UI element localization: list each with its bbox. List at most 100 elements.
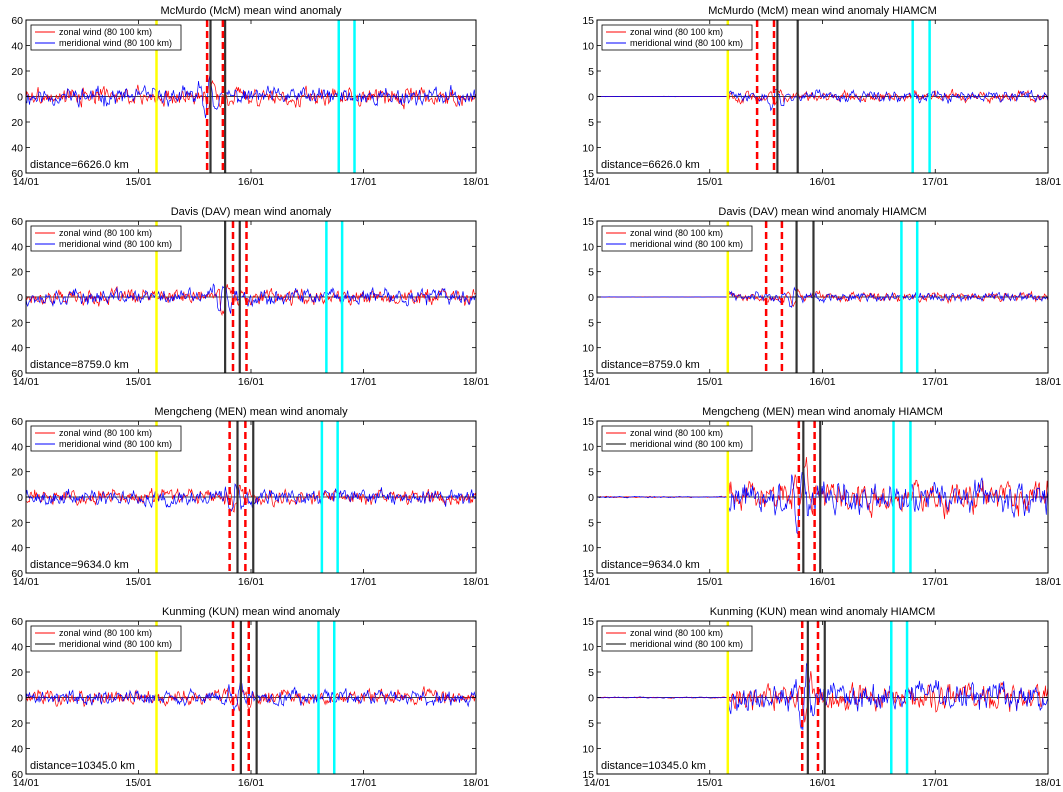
plot-area xyxy=(26,221,476,373)
y-tick-label: 40 xyxy=(11,343,23,355)
x-tick-label: 16/01 xyxy=(238,777,264,787)
panel-title: Davis (DAV) mean wind anomaly xyxy=(171,206,332,218)
legend-meridional-label: meridional wind (80 100 km) xyxy=(630,239,743,249)
y-tick-label: 5 xyxy=(588,267,594,279)
legend: zonal wind (80 100 km)meridional wind (8… xyxy=(30,425,182,452)
y-tick-label: 40 xyxy=(11,441,23,453)
distance-label: distance=9634.0 km xyxy=(30,559,129,571)
legend: zonal wind (80 100 km)meridional wind (8… xyxy=(30,625,182,652)
y-tick-label: 5 xyxy=(588,66,594,78)
legend-meridional-label: meridional wind (80 100 km) xyxy=(59,639,172,649)
panel-7: Kunming (KUN) mean wind anomaly HIAMCM 15… xyxy=(582,606,1061,789)
distance-label: distance=6626.0 km xyxy=(601,159,700,171)
y-tick-label: 15 xyxy=(582,15,594,27)
plot-area xyxy=(597,421,1048,573)
y-tick-label: 60 xyxy=(11,616,23,628)
panel-title: Kunming (KUN) mean wind anomaly xyxy=(162,606,340,618)
distance-label: distance=6626.0 km xyxy=(30,159,129,171)
legend-meridional-label: meridional wind (80 100 km) xyxy=(630,38,743,48)
y-tick-label: 5 xyxy=(588,667,594,679)
legend: zonal wind (80 100 km)meridional wind (8… xyxy=(601,625,753,652)
y-tick-label: 0 xyxy=(588,92,594,104)
panel-title: Davis (DAV) mean wind anomaly HIAMCM xyxy=(718,206,926,218)
legend-meridional-label: meridional wind (80 100 km) xyxy=(59,38,172,48)
x-tick-label: 14/01 xyxy=(13,576,39,588)
meridional-wind-series xyxy=(26,681,476,712)
legend-meridional-label: meridional wind (80 100 km) xyxy=(59,239,172,249)
legend-zonal-label: zonal wind (80 100 km) xyxy=(630,428,723,438)
panel-title: McMurdo (McM) mean wind anomaly HIAMCM xyxy=(708,5,937,17)
y-tick-label: 60 xyxy=(11,216,23,228)
legend-meridional-label: meridional wind (80 100 km) xyxy=(630,639,743,649)
y-tick-label: 5 xyxy=(588,317,594,329)
meridional-wind-series xyxy=(597,88,1048,112)
x-tick-label: 18/01 xyxy=(463,176,489,188)
legend: zonal wind (80 100 km)meridional wind (8… xyxy=(30,24,182,51)
x-tick-label: 18/01 xyxy=(463,777,489,787)
meridional-wind-series xyxy=(26,283,476,314)
y-tick-label: 5 xyxy=(588,467,594,479)
y-tick-label: 15 xyxy=(582,769,594,781)
zonal-wind-series xyxy=(597,88,1048,106)
legend: zonal wind (80 100 km)meridional wind (8… xyxy=(30,225,182,252)
x-tick-label: 17/01 xyxy=(350,777,376,787)
zonal-wind-series xyxy=(26,79,476,113)
y-tick-label: 60 xyxy=(11,416,23,428)
panel-6: Kunming (KUN) mean wind anomaly 60 40 20 0 20… xyxy=(11,606,489,789)
y-tick-label: 40 xyxy=(11,642,23,654)
distance-label: distance=8759.0 km xyxy=(601,359,700,371)
x-tick-label: 18/01 xyxy=(463,576,489,588)
x-tick-label: 14/01 xyxy=(13,176,39,188)
y-tick-label: 20 xyxy=(11,317,23,329)
x-tick-label: 15/01 xyxy=(697,777,723,787)
y-tick-label: 10 xyxy=(582,41,594,53)
y-tick-label: 0 xyxy=(588,492,594,504)
x-tick-label: 18/01 xyxy=(463,376,489,388)
x-tick-label: 18/01 xyxy=(1035,176,1061,188)
y-tick-label: 60 xyxy=(11,168,23,180)
x-tick-label: 17/01 xyxy=(922,376,948,388)
x-tick-label: 14/01 xyxy=(584,376,610,388)
y-tick-label: 0 xyxy=(588,292,594,304)
x-tick-label: 16/01 xyxy=(809,777,835,787)
y-tick-label: 5 xyxy=(588,718,594,730)
y-tick-label: 10 xyxy=(582,241,594,253)
plot-area xyxy=(597,621,1048,774)
legend-zonal-label: zonal wind (80 100 km) xyxy=(630,27,723,37)
y-tick-label: 40 xyxy=(11,543,23,555)
x-tick-label: 14/01 xyxy=(584,777,610,787)
y-tick-label: 20 xyxy=(11,467,23,479)
y-tick-label: 0 xyxy=(17,693,23,705)
x-tick-label: 17/01 xyxy=(922,777,948,787)
x-tick-label: 17/01 xyxy=(922,176,948,188)
y-tick-label: 15 xyxy=(582,616,594,628)
panel-1: McMurdo (McM) mean wind anomaly HIAMCM 15… xyxy=(582,5,1061,188)
panel-3: Davis (DAV) mean wind anomaly HIAMCM 15 10… xyxy=(582,206,1061,388)
y-tick-label: 5 xyxy=(588,117,594,129)
y-tick-label: 20 xyxy=(11,718,23,730)
x-tick-label: 16/01 xyxy=(238,176,264,188)
x-tick-label: 16/01 xyxy=(238,376,264,388)
legend-zonal-label: zonal wind (80 100 km) xyxy=(630,628,723,638)
meridional-wind-series xyxy=(26,75,476,119)
x-tick-label: 14/01 xyxy=(584,176,610,188)
y-tick-label: 0 xyxy=(588,693,594,705)
meridional-wind-series xyxy=(597,286,1048,308)
distance-label: distance=10345.0 km xyxy=(601,760,706,772)
x-tick-label: 15/01 xyxy=(125,777,151,787)
y-tick-label: 40 xyxy=(11,143,23,155)
x-tick-label: 14/01 xyxy=(584,576,610,588)
panel-title: Mengcheng (MEN) mean wind anomaly HIAMCM xyxy=(702,406,943,418)
x-tick-label: 17/01 xyxy=(350,576,376,588)
y-tick-label: 15 xyxy=(582,416,594,428)
panel-4: Mengcheng (MEN) mean wind anomaly 60 40 20 0… xyxy=(11,406,489,588)
legend-zonal-label: zonal wind (80 100 km) xyxy=(630,228,723,238)
panel-title: McMurdo (McM) mean wind anomaly xyxy=(161,5,342,17)
y-tick-label: 10 xyxy=(582,543,594,555)
meridional-wind-series xyxy=(597,662,1048,731)
y-tick-label: 60 xyxy=(11,368,23,380)
y-tick-label: 20 xyxy=(11,517,23,529)
y-tick-label: 60 xyxy=(11,568,23,580)
zonal-wind-series xyxy=(26,484,476,513)
